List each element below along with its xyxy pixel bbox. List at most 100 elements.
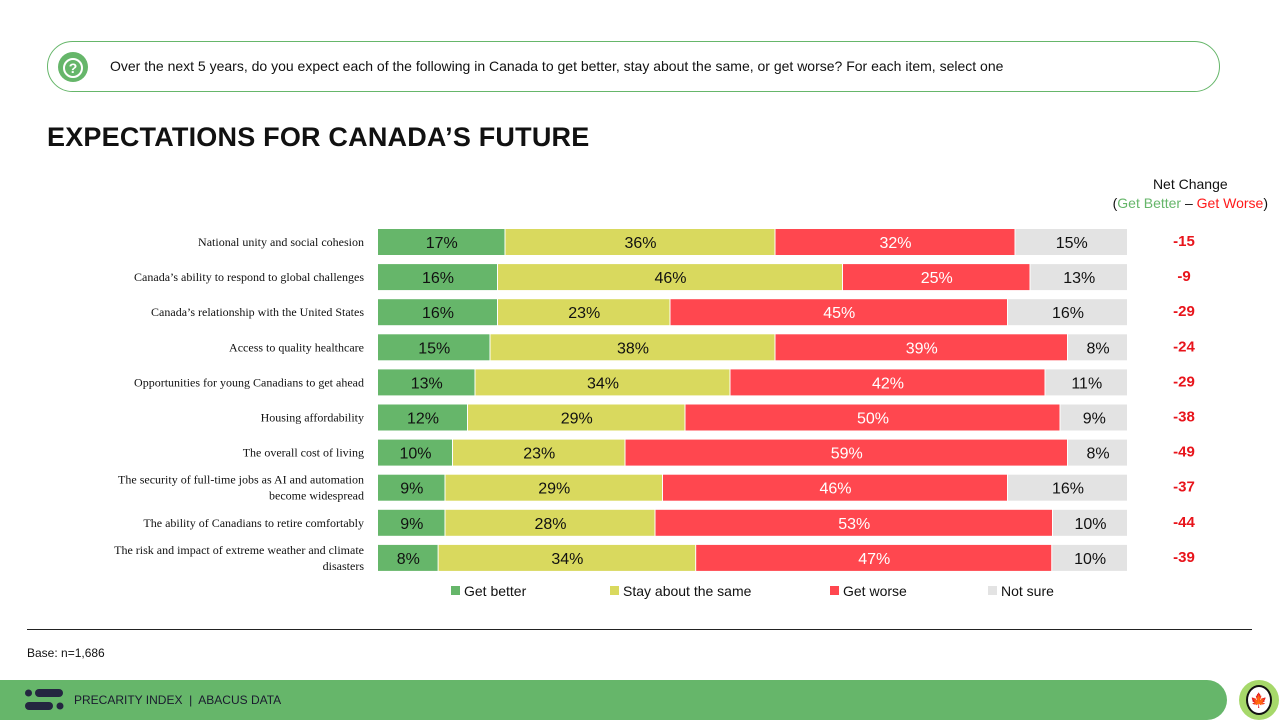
bar-segment [378,439,452,466]
bar-segment [468,404,685,431]
bar-segment [445,474,662,501]
abacus-logo-icon [25,689,64,710]
data-label: 28% [534,516,566,533]
category-label: Access to quality healthcare [229,340,364,354]
legend-swatch [988,586,997,595]
bar-segment [663,474,1007,501]
data-label: 10% [1074,516,1106,533]
bar-segment [475,369,730,396]
data-label: 46% [819,481,851,498]
category-label: Canada’s ability to respond to global ch… [134,270,364,284]
data-label: 59% [831,446,863,463]
data-label: 32% [879,235,911,252]
question-text: Over the next 5 years, do you expect eac… [110,58,1004,74]
bar-segment [378,509,445,536]
data-label: 8% [1086,340,1109,357]
category-label: become widespread [269,489,364,503]
net-change-value: -37 [1173,479,1195,496]
data-label: 15% [1056,235,1088,252]
category-label: Canada’s relationship with the United St… [151,305,364,319]
data-label: 13% [411,375,443,392]
data-label: 17% [426,235,458,252]
bar-segment [1008,474,1127,501]
base-note: Base: n=1,686 [27,646,105,660]
category-label: disasters [323,559,365,573]
bar-segment [378,229,505,255]
footer-bar: PRECARITY INDEX | ABACUS DATA [0,680,1227,720]
bar-segment [730,369,1045,396]
data-label: 23% [523,446,555,463]
net-change-title: Net Change [1152,176,1228,192]
bar-segment [445,509,655,536]
bar-segment [1068,334,1127,361]
data-label: 10% [1074,551,1106,568]
data-label: 8% [1086,446,1109,463]
legend-swatch [610,586,619,595]
data-label: 25% [921,270,953,287]
data-label: 9% [400,516,423,533]
net-change-header: Net Change (Get Better – Get Worse) [1113,175,1268,213]
paren: ) [1263,195,1268,211]
bar-segment [1008,299,1127,326]
category-label: The overall cost of living [243,446,364,460]
net-change-value: -38 [1173,409,1195,426]
data-label: 29% [561,411,593,428]
category-label: National unity and social cohesion [198,235,364,249]
bar-segment [1060,404,1127,431]
bar-segment [1068,439,1127,466]
bar-segment [843,264,1030,291]
net-change-value: -24 [1173,338,1195,355]
bar-segment [505,229,775,255]
bar-segment [625,439,1067,466]
data-label: 46% [654,270,686,287]
category-label: The ability of Canadians to retire comfo… [143,516,364,530]
page-title: EXPECTATIONS FOR CANADA’S FUTURE [47,122,590,152]
data-label: 29% [538,481,570,498]
bar-segment [378,264,497,291]
bar-segment [696,544,1052,571]
legend-swatch [830,586,839,595]
data-label: 38% [617,340,649,357]
data-label: 16% [422,270,454,287]
question-icon: ? [58,52,88,82]
bar-segment [490,334,775,361]
bar-segment [655,509,1052,536]
bar-segment [775,229,1015,255]
data-label: 12% [407,411,439,428]
data-label: 9% [1083,411,1106,428]
data-label: 36% [624,235,656,252]
data-label: 45% [823,305,855,322]
footer-text: PRECARITY INDEX | ABACUS DATA [74,693,282,707]
data-label: 15% [418,340,450,357]
category-label: Opportunities for young Canadians to get… [134,375,364,389]
legend-label: Not sure [1001,583,1054,599]
category-label: Housing affordability [261,411,364,425]
bar-segment [1045,369,1127,396]
net-worse-label: Get Worse [1196,195,1264,211]
net-change-value: -15 [1173,233,1195,250]
net-change-value: -49 [1173,444,1195,461]
category-label: The risk and impact of extreme weather a… [114,543,364,557]
net-change-value: -44 [1173,514,1195,531]
data-label: 23% [568,305,600,322]
net-change-value: -39 [1173,549,1195,566]
bar-segment [378,474,445,501]
net-change-value: -9 [1177,268,1190,285]
data-label: 10% [399,446,431,463]
paren: ( [1112,195,1118,211]
legend-swatch [451,586,460,595]
data-label: 8% [397,551,420,568]
data-label: 16% [422,305,454,322]
bar-segment [438,544,696,571]
bar-segment [670,299,1007,326]
bar-segment [498,264,842,291]
stacked-bar-chart: National unity and social cohesion 17% 36%… [114,229,1195,599]
data-label: 47% [858,551,890,568]
dash: – [1181,195,1197,211]
data-label: 16% [1052,481,1084,498]
bar-segment [1053,509,1127,536]
bar-segment [775,334,1067,361]
net-change-value: -29 [1173,373,1195,390]
bar-segment [378,544,438,571]
net-better-label: Get Better [1117,195,1182,211]
